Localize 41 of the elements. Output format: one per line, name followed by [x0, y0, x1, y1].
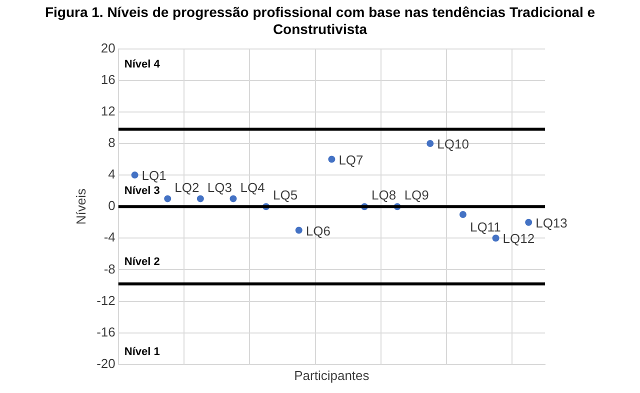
point	[131, 172, 138, 179]
series-label: LQ1	[142, 168, 166, 184]
point	[459, 210, 466, 218]
series-label: LQ5	[273, 188, 298, 203]
series-label: LQ7	[338, 152, 364, 168]
series-label: LQ11	[470, 220, 501, 235]
y-tick-label: 0	[108, 198, 116, 214]
series-label: LQ3	[207, 180, 232, 195]
annotation: Nível 4	[124, 58, 161, 71]
series-label: LQ10	[437, 136, 469, 152]
series-label: LQ9	[404, 188, 429, 203]
y-tick-label: 8	[108, 135, 116, 150]
y-tick-label: -4	[104, 230, 116, 245]
series-label: LQ2	[174, 180, 200, 195]
series-label: LQ13	[536, 215, 568, 230]
y-tick-label: 12	[100, 104, 116, 118]
y-tick-label: -8	[104, 261, 116, 276]
annotation: Nível 3	[124, 184, 160, 197]
point	[328, 156, 336, 163]
point	[426, 140, 434, 147]
point	[164, 195, 172, 202]
annotation: Nível 1	[124, 346, 160, 358]
y-tick-label: 20	[100, 40, 116, 56]
y-tick-label: 4	[108, 166, 116, 182]
y-tick-label: -16	[96, 324, 116, 340]
y-axis-title: Níveis	[73, 188, 88, 225]
point	[295, 226, 302, 234]
point	[525, 218, 532, 226]
point	[196, 195, 204, 202]
series-label: LQ4	[240, 180, 265, 195]
point	[230, 195, 237, 202]
series-label: LQ6	[306, 223, 330, 238]
series-label: LQ8	[372, 188, 396, 203]
point	[492, 234, 500, 242]
annotation: Nível 2	[124, 256, 160, 268]
x-axis-title: Participantes	[294, 368, 370, 383]
y-tick-label: -12	[96, 292, 116, 308]
y-tick-label: -20	[96, 356, 116, 371]
chart-title: Figura 1. Níveis de progressão profissional com base nas tendências Tradicional e Construtivista	[44, 4, 596, 38]
series-label: LQ12	[502, 231, 535, 246]
y-tick-label: 16	[100, 72, 116, 87]
